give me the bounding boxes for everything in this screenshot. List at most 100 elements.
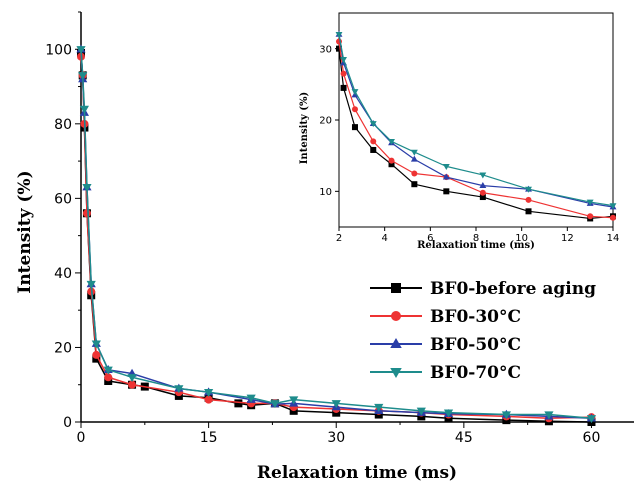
inset-data-point [479,182,487,189]
inset-y-axis-label: Intensity (%) [299,92,310,165]
main-data-point [174,385,184,394]
main-x-tick-label: 60 [583,430,601,446]
main-data-point [78,72,88,81]
inset-data-point [587,213,594,220]
main-data-point [374,403,384,412]
main-data-point [416,407,426,416]
inset-data-point [411,170,418,177]
legend-marker [391,311,401,321]
main-y-tick-label: 100 [45,42,72,58]
main-y-tick-label: 0 [63,415,72,431]
main-data-point [246,394,256,403]
inset-data-point [388,157,395,164]
inset-data-point [525,186,532,193]
legend: BF0-before aging BF0-30°C BF0-50°C BF0-70°C [370,279,596,383]
inset-data-point [370,146,377,153]
inset-data-point [340,84,347,91]
inset-x-tick-label: 14 [607,233,620,244]
inset-data-point [479,189,486,196]
inset-x-tick-label: 12 [561,233,574,244]
legend-label: BF0-before aging [430,279,596,299]
inset-data-point [525,208,532,215]
main-y-tick-label: 60 [54,191,72,207]
inset-data-point [351,89,359,96]
main-data-point [234,399,243,408]
inset-x-tick-label: 8 [473,233,479,244]
inset-x-tick-label: 2 [336,233,342,244]
main-data-point [204,388,214,397]
legend-entry: BF0-70°C [370,363,521,383]
inset-y-tick-label: 30 [319,44,332,55]
main-data-point [544,411,554,420]
inset-data-point [335,32,343,38]
main-data-point [586,415,597,424]
inset-data-point [340,70,347,77]
main-x-tick-label: 45 [455,430,473,446]
inset-data-point [410,155,418,162]
inset-data-point [609,203,617,210]
legend-marker [390,338,402,348]
inset-series-1 [336,38,616,221]
main-data-point [270,400,280,409]
main-data-point [443,409,454,418]
inset-data-point [410,149,418,156]
inset-x-axis-label: Relaxation time (ms) [417,240,535,251]
inset-data-point [369,121,377,128]
main-data-point [82,209,91,218]
legend-label: BF0-30°C [430,307,521,327]
legend-label: BF0-50°C [430,335,521,355]
legend-entry: BF0-30°C [370,307,521,327]
inset-data-point [442,173,450,180]
legend-label: BF0-70°C [430,363,521,383]
main-data-point [92,350,101,359]
inset-data-point [388,139,395,145]
main-data-point [501,411,511,420]
legend-marker [390,368,402,378]
inset-data-point [411,181,418,188]
main-data-point [127,374,137,383]
inset-data-point [442,163,450,170]
main-y-tick-label: 20 [54,340,72,356]
main-series-3 [76,46,597,424]
inset-data-point [351,124,358,131]
main-y-tick-label: 40 [54,266,72,282]
inset-x-tick-label: 4 [381,233,387,244]
inset-data-point [351,106,358,113]
inset-x-tick-label: 6 [427,233,433,244]
main-data-point [86,280,96,289]
inset-data-point [336,45,342,52]
inset-y-tick-label: 10 [319,187,332,198]
inset-data-point [610,214,616,221]
inset-plot-area [338,12,614,228]
inset-x-tick-label: 10 [515,233,528,244]
legend-entry: BF0-50°C [370,335,521,355]
main-data-point [204,395,213,404]
inset-data-point [586,199,594,206]
main-x-tick-label: 0 [77,430,86,446]
main-x-tick-label: 15 [200,430,218,446]
main-x-tick-label: 30 [327,430,345,446]
legend-entry: BF0-before aging [370,279,596,299]
main-data-point [104,373,113,382]
inset-data-point [370,138,377,145]
inset-data-point [525,196,532,203]
main-series-line [80,49,592,420]
main-data-point [79,105,90,114]
legend-marker [391,283,401,293]
main-y-axis-label: Intensity (%) [15,170,35,293]
inset-data-point [388,161,395,168]
inset-data-point [443,188,450,195]
main-data-point [331,400,341,409]
main-data-point [76,46,86,55]
main-data-point [103,366,113,375]
main-data-point [289,396,299,405]
main-data-point [82,183,92,192]
inset-y-tick-label: 20 [319,116,332,127]
inset-data-point [479,172,487,179]
inset-data-point [340,56,348,63]
inset-plot: 2 4 6 8 10 12 14 10 20 30 [319,12,620,244]
inset-series-3 [335,32,617,210]
main-data-point [91,340,101,349]
main-data-point [128,380,137,389]
